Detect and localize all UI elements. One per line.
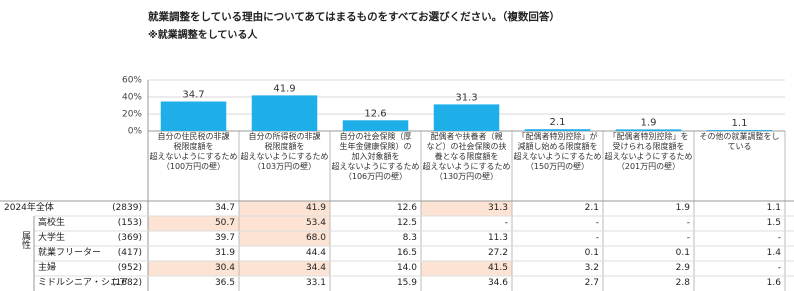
category-label: 「配偶者特別控除」を 受けられる限度額を 超えないようにするため （201万円の…	[604, 132, 693, 171]
row-label: 大学生	[38, 233, 66, 243]
y-tick-label: 0%	[128, 127, 143, 137]
value-label: 1.1	[732, 118, 748, 129]
category-label: 「配偶者特別控除」が 減額し始める限度額を 超えないようにするため （150万円…	[513, 132, 602, 171]
table-cell: 1.4	[766, 248, 781, 258]
bar	[251, 95, 318, 131]
category-label: その他の就業調整をし ている	[699, 132, 780, 151]
table-cell: 2.7	[584, 278, 599, 288]
table-cell: 15.9	[396, 278, 417, 288]
row-label: ミドルシニア・シニア	[38, 278, 129, 288]
category-label: 配偶者や扶養者（親 など）の社会保険の扶 養となる限度額を 超えないようにするた…	[422, 132, 511, 181]
table-cell: 27.2	[487, 248, 508, 258]
bar	[160, 101, 227, 131]
category-label: 自分の所得税の非課 税限度額を 超えないようにするため （103万円の壁）	[240, 132, 329, 171]
table-cell: 2.1	[584, 203, 599, 213]
table-cell: 12.6	[396, 203, 417, 213]
table-cell: 2.9	[675, 263, 690, 273]
table-cell: 44.4	[305, 248, 326, 258]
row-label: 高校生	[38, 218, 66, 228]
y-tick-label: 40%	[122, 93, 142, 103]
table-cell: 1.5	[766, 218, 781, 228]
row-n: (2839)	[112, 203, 142, 213]
table-cell: 33.1	[305, 278, 326, 288]
table-cell: 0.1	[675, 248, 690, 258]
table-cell: -	[777, 263, 781, 273]
group-label: 属性	[20, 231, 30, 249]
cell-highlight	[148, 261, 239, 276]
value-label: 31.3	[455, 92, 477, 103]
table-cell: 34.7	[214, 203, 235, 213]
table-cell: -	[595, 218, 599, 228]
y-tick-label: 20%	[122, 110, 142, 120]
row-n: (952)	[117, 263, 142, 273]
table-cell: 8.3	[402, 233, 417, 243]
value-label: 1.9	[641, 117, 657, 128]
table-cell: 53.4	[305, 218, 326, 228]
table-cell: 12.5	[396, 218, 417, 228]
subtitle: ※就業調整をしている人	[148, 30, 258, 41]
table-cell: 36.5	[214, 278, 235, 288]
bar	[615, 129, 682, 131]
cell-highlight	[421, 201, 512, 216]
category-label: 自分の住民税の非課 税限度額を 超えないようにするため （100万円の壁）	[149, 132, 238, 171]
bar	[433, 104, 500, 131]
cell-highlight	[148, 216, 239, 231]
table-cell: 1.9	[675, 203, 690, 213]
cell-highlight	[239, 231, 330, 246]
table-cell: -	[504, 218, 508, 228]
cell-highlight	[239, 261, 330, 276]
table-cell: 34.6	[487, 278, 508, 288]
table-cell: 50.7	[214, 218, 235, 228]
table-cell: -	[595, 233, 599, 243]
row-n: (417)	[117, 248, 142, 258]
table-cell: 31.9	[214, 248, 235, 258]
table-cell: 2.8	[675, 278, 690, 288]
bar	[524, 129, 591, 131]
category-label: 自分の社会保険（厚 生年金健康保険）の 加入対象額を 超えないようにするため （…	[331, 132, 420, 181]
title: 就業調整をしている理由についてあてはまるものをすべてお選びください。（複数回答）	[148, 11, 560, 23]
table-cell: 14.0	[396, 263, 417, 273]
cell-highlight	[421, 261, 512, 276]
table-cell: 41.5	[487, 263, 508, 273]
value-label: 2.1	[550, 117, 566, 128]
table-cell: 41.9	[305, 203, 326, 213]
row-label: 2024年全体	[4, 203, 54, 213]
table-cell: 11.3	[487, 233, 508, 243]
table-cell: -	[686, 218, 690, 228]
table-cell: 16.5	[396, 248, 417, 258]
table-cell: 0.1	[584, 248, 599, 258]
table-cell: 1.6	[766, 278, 781, 288]
table-cell: 34.4	[305, 263, 326, 273]
table-cell: 3.2	[584, 263, 599, 273]
table-cell: 30.4	[214, 263, 235, 273]
row-n: (369)	[117, 233, 142, 243]
row-n: (1682)	[112, 278, 142, 288]
row-label: 就業フリーター	[38, 248, 102, 258]
table-cell: 1.1	[766, 203, 781, 213]
cell-highlight	[239, 216, 330, 231]
row-label: 主婦	[38, 263, 57, 273]
value-label: 41.9	[273, 83, 295, 94]
table-cell: 68.0	[305, 233, 326, 243]
bar	[342, 120, 409, 131]
y-tick-label: 60%	[122, 76, 142, 86]
table-cell: 39.7	[214, 233, 235, 243]
cell-highlight	[239, 201, 330, 216]
row-n: (153)	[117, 218, 142, 228]
table-cell: -	[686, 233, 690, 243]
table-cell: -	[777, 233, 781, 243]
value-label: 12.6	[364, 108, 386, 119]
table-cell: 31.3	[487, 203, 508, 213]
bar	[706, 130, 773, 131]
value-label: 34.7	[182, 90, 204, 101]
